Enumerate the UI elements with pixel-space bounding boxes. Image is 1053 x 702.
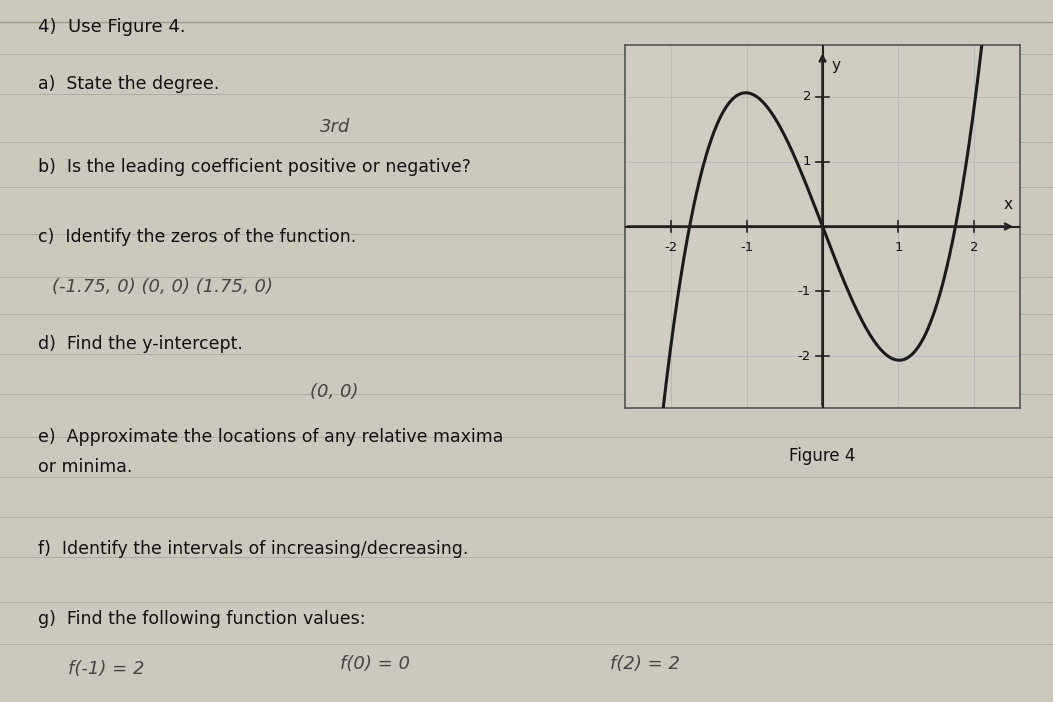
Text: Figure 4: Figure 4 — [790, 446, 856, 465]
Text: or minima.: or minima. — [38, 458, 133, 476]
Text: -2: -2 — [664, 241, 677, 253]
Text: -1: -1 — [740, 241, 753, 253]
Text: (-1.75, 0) (0, 0) (1.75, 0): (-1.75, 0) (0, 0) (1.75, 0) — [52, 278, 273, 296]
Text: (0, 0): (0, 0) — [310, 383, 358, 401]
Text: 3rd: 3rd — [320, 118, 351, 136]
Text: -1: -1 — [798, 285, 811, 298]
Text: f)  Identify the intervals of increasing/decreasing.: f) Identify the intervals of increasing/… — [38, 540, 469, 558]
Text: -2: -2 — [798, 350, 811, 363]
Text: e)  Approximate the locations of any relative maxima: e) Approximate the locations of any rela… — [38, 428, 503, 446]
Text: 1: 1 — [802, 155, 811, 168]
Text: a)  State the degree.: a) State the degree. — [38, 75, 219, 93]
Text: f(-1) = 2: f(-1) = 2 — [68, 660, 144, 678]
Text: f(2) = 2: f(2) = 2 — [610, 655, 680, 673]
Text: f(0) = 0: f(0) = 0 — [340, 655, 410, 673]
Text: 2: 2 — [802, 91, 811, 103]
Text: b)  Is the leading coefficient positive or negative?: b) Is the leading coefficient positive o… — [38, 158, 471, 176]
Text: y: y — [832, 58, 840, 73]
Text: d)  Find the y-intercept.: d) Find the y-intercept. — [38, 335, 243, 353]
Text: x: x — [1004, 197, 1013, 212]
Text: 2: 2 — [970, 241, 978, 253]
Text: c)  Identify the zeros of the function.: c) Identify the zeros of the function. — [38, 228, 356, 246]
Text: 1: 1 — [894, 241, 902, 253]
Text: 4)  Use Figure 4.: 4) Use Figure 4. — [38, 18, 185, 36]
Text: g)  Find the following function values:: g) Find the following function values: — [38, 610, 365, 628]
